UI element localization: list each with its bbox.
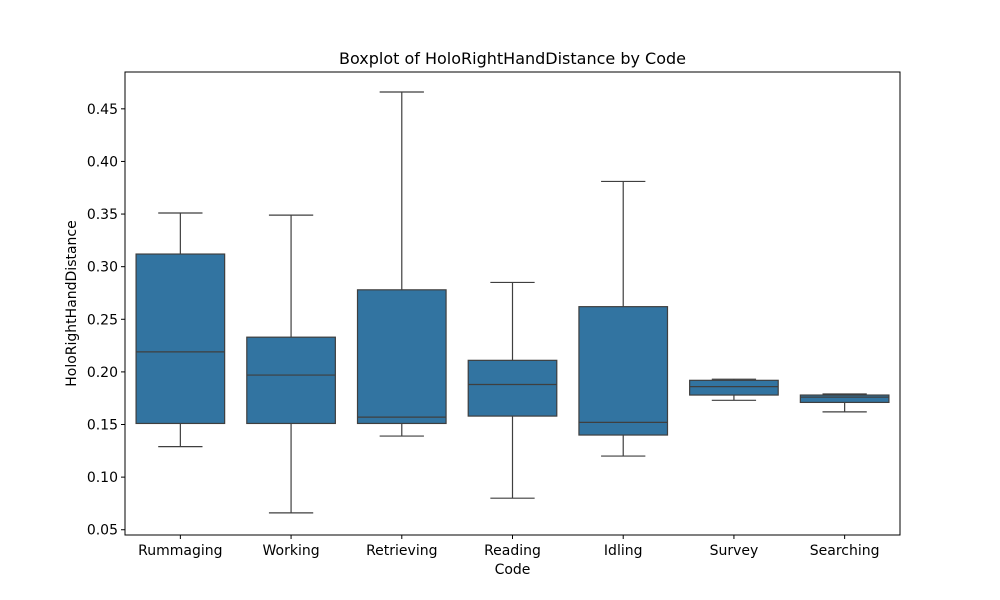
y-tick-label: 0.40 (87, 154, 118, 170)
x-tick-label: Retrieving (366, 543, 437, 559)
box-iqr (578, 306, 669, 436)
y-tick-label: 0.20 (87, 365, 118, 381)
plot-area: 0.05 0.10 0.15 0.20 0.25 0.30 0.35 0.40 0.45 Rumm… (87, 91, 890, 559)
y-tick-label: 0.45 (87, 102, 118, 118)
y-axis-title: HoloRightHandDistance (64, 220, 80, 387)
y-tick-label: 0.15 (87, 418, 118, 434)
box-iqr (135, 253, 226, 425)
y-tick-label: 0.35 (87, 207, 118, 223)
x-tick-label: Reading (484, 543, 541, 559)
x-axis-title: Code (495, 562, 531, 578)
chart-title: Boxplot of HoloRightHandDistance by Code (339, 49, 686, 68)
x-tick-label: Working (263, 543, 320, 559)
y-tick-label: 0.30 (87, 260, 118, 276)
y-tick-label: 0.10 (87, 470, 118, 486)
box-iqr (689, 379, 779, 396)
box-iqr (799, 394, 890, 404)
x-tick-label: Survey (710, 543, 759, 559)
box-iqr (356, 289, 447, 425)
x-tick-label: Idling (604, 543, 643, 559)
y-tick-label: 0.05 (87, 523, 118, 539)
y-tick-label: 0.25 (87, 312, 118, 328)
x-tick-label: Searching (810, 543, 880, 559)
box-iqr (467, 359, 558, 417)
x-tick-label: Rummaging (138, 543, 222, 559)
plot-frame (124, 71, 901, 536)
box-iqr (246, 336, 336, 425)
